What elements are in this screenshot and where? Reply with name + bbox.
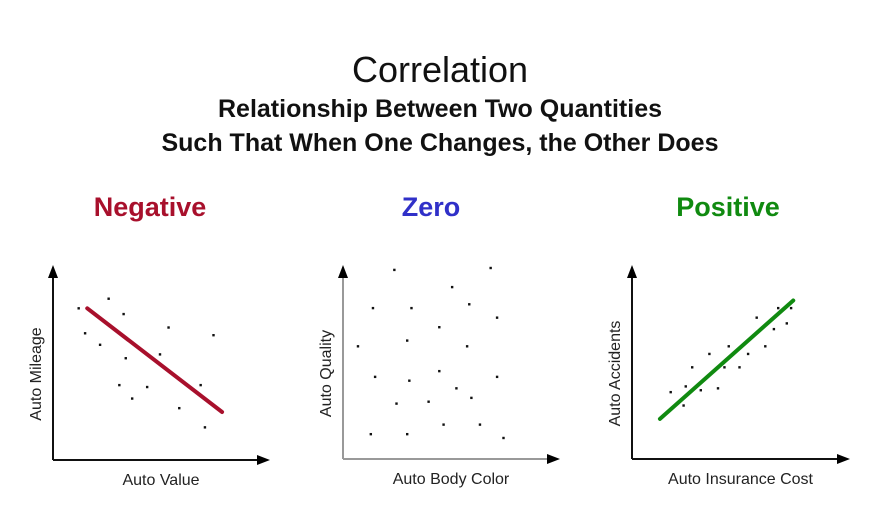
data-point (122, 312, 125, 316)
data-point (470, 396, 473, 400)
data-point (98, 343, 102, 346)
y-axis-label: Auto Accidents (607, 321, 624, 427)
data-point (495, 375, 499, 379)
data-point (789, 306, 793, 310)
data-point (107, 297, 110, 300)
data-point (785, 322, 788, 325)
title: Correlation (352, 49, 528, 90)
y-axis-arrow-icon (627, 265, 637, 278)
data-point (455, 387, 458, 390)
x-axis-label: Auto Value (122, 472, 199, 489)
data-point (468, 303, 471, 306)
data-point (393, 268, 396, 272)
panel-title: Positive (676, 192, 780, 222)
data-point (406, 432, 409, 436)
data-point (755, 316, 758, 319)
data-point (746, 352, 750, 356)
data-point (395, 402, 398, 405)
data-point (199, 383, 202, 387)
x-axis-label: Auto Body Color (393, 471, 510, 488)
data-point (450, 285, 454, 289)
data-point (427, 400, 430, 403)
data-point (495, 316, 499, 319)
data-point (118, 383, 121, 387)
subtitle-line-2: Such That When One Changes, the Other Do… (161, 129, 718, 157)
data-point (167, 326, 170, 329)
data-point (438, 326, 441, 329)
data-point (716, 387, 720, 390)
data-point (408, 379, 411, 382)
data-point (130, 397, 134, 400)
x-axis-arrow-icon (257, 455, 270, 465)
x-axis-arrow-icon (837, 454, 850, 464)
panel-title: Negative (94, 192, 207, 222)
data-point (764, 345, 767, 348)
subtitle-line-1: Relationship Between Two Quantities (218, 95, 662, 123)
data-point (442, 423, 445, 426)
panel-positive: Positive Auto Insurance Cost Auto Accident… (607, 192, 850, 488)
data-point (371, 306, 375, 310)
x-axis-label: Auto Insurance Cost (668, 471, 814, 488)
data-point (738, 366, 741, 369)
x-axis-arrow-icon (547, 454, 560, 464)
data-point (669, 390, 672, 394)
data-point (212, 334, 215, 337)
y-axis-arrow-icon (338, 265, 348, 278)
trend-line (85, 306, 225, 414)
data-point (502, 436, 505, 440)
panel-negative: Negative Auto Value Auto Mileage (28, 192, 270, 489)
data-point (699, 389, 702, 392)
panel-title: Zero (402, 192, 461, 222)
data-point (708, 352, 711, 356)
data-point (777, 306, 780, 310)
data-point (178, 406, 181, 410)
trend-line (657, 298, 796, 421)
data-point (124, 357, 127, 360)
y-axis-label: Auto Quality (318, 330, 335, 417)
data-point (145, 385, 149, 389)
data-point (691, 366, 694, 369)
data-point (489, 266, 492, 270)
data-point (356, 345, 360, 348)
data-point (77, 307, 80, 310)
data-point (682, 404, 685, 407)
y-axis-arrow-icon (48, 265, 58, 278)
data-point (369, 432, 373, 436)
data-point (203, 426, 207, 429)
data-point (465, 345, 469, 348)
data-point (438, 369, 441, 373)
data-point (158, 353, 162, 356)
data-point (83, 332, 87, 335)
panel-zero: Zero Auto Body Color Auto Quality (318, 192, 560, 488)
data-point (410, 306, 413, 310)
data-point (772, 327, 776, 331)
data-point (406, 339, 409, 342)
y-axis-label: Auto Mileage (28, 327, 45, 420)
data-point (373, 375, 377, 379)
data-point (727, 345, 730, 348)
data-point (478, 423, 482, 426)
data-point (684, 385, 687, 388)
data-point (723, 366, 726, 369)
